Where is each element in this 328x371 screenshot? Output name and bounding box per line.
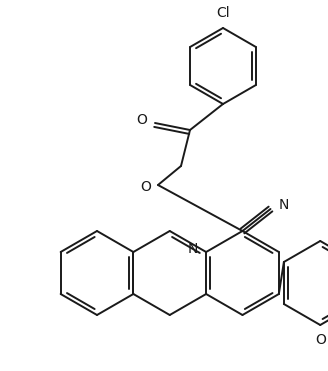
Text: O: O <box>315 333 326 347</box>
Text: O: O <box>136 113 147 127</box>
Text: O: O <box>140 180 151 194</box>
Text: N: N <box>188 242 198 256</box>
Text: Cl: Cl <box>216 6 230 20</box>
Text: N: N <box>278 198 289 212</box>
